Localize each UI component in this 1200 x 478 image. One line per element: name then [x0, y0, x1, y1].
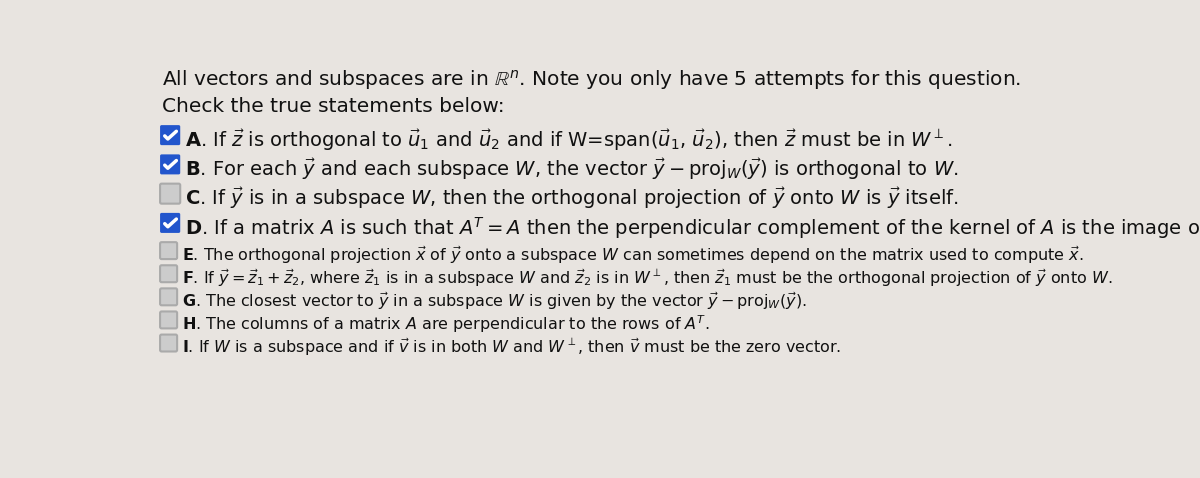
- FancyBboxPatch shape: [160, 154, 180, 174]
- FancyBboxPatch shape: [160, 125, 180, 145]
- FancyBboxPatch shape: [160, 242, 178, 259]
- FancyBboxPatch shape: [160, 184, 180, 204]
- FancyBboxPatch shape: [160, 213, 180, 233]
- Text: $\mathbf{B}$. For each $\vec{y}$ and each subspace $W$, the vector $\vec{y} - \m: $\mathbf{B}$. For each $\vec{y}$ and eac…: [185, 157, 959, 182]
- Text: $\mathbf{I}$. If $W$ is a subspace and if $\vec{v}$ is in both $W$ and $W^{\perp: $\mathbf{I}$. If $W$ is a subspace and i…: [181, 337, 841, 358]
- Text: $\mathbf{H}$. The columns of a matrix $A$ are perpendicular to the rows of $A^T$: $\mathbf{H}$. The columns of a matrix $A…: [181, 314, 709, 336]
- Text: Check the true statements below:: Check the true statements below:: [162, 98, 504, 117]
- Text: $\mathbf{E}$. The orthogonal projection $\vec{x}$ of $\vec{y}$ onto a subspace $: $\mathbf{E}$. The orthogonal projection …: [181, 244, 1084, 266]
- FancyBboxPatch shape: [160, 265, 178, 282]
- FancyBboxPatch shape: [160, 288, 178, 305]
- Text: $\mathbf{A}$. If $\vec{z}$ is orthogonal to $\vec{u}_1$ and $\vec{u}_2$ and if W: $\mathbf{A}$. If $\vec{z}$ is orthogonal…: [185, 128, 953, 152]
- Text: All vectors and subspaces are in $\mathbb{R}^n$. Note you only have 5 attempts f: All vectors and subspaces are in $\mathb…: [162, 68, 1021, 92]
- Text: $\mathbf{C}$. If $\vec{y}$ is in a subspace $W$, then the orthogonal projection : $\mathbf{C}$. If $\vec{y}$ is in a subsp…: [185, 186, 959, 211]
- Text: $\mathbf{G}$. The closest vector to $\vec{y}$ in a subspace $W$ is given by the : $\mathbf{G}$. The closest vector to $\ve…: [181, 291, 806, 312]
- FancyBboxPatch shape: [160, 335, 178, 351]
- Text: $\mathbf{F}$. If $\vec{y} = \vec{z}_1 + \vec{z}_2$, where $\vec{z}_1$ is in a su: $\mathbf{F}$. If $\vec{y} = \vec{z}_1 + …: [181, 268, 1112, 289]
- Text: $\mathbf{D}$. If a matrix $A$ is such that $A^T = A$ then the perpendicular comp: $\mathbf{D}$. If a matrix $A$ is such th…: [185, 215, 1200, 241]
- FancyBboxPatch shape: [160, 312, 178, 328]
